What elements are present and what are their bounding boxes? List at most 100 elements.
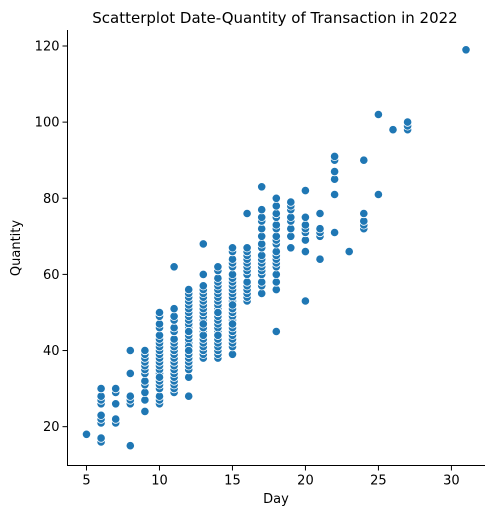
data-point (140, 345, 150, 356)
x-tick-label: 20 (297, 474, 314, 489)
data-point (125, 441, 135, 451)
data-point (154, 372, 165, 382)
x-tick-label: 15 (224, 474, 241, 489)
data-point (198, 330, 208, 340)
data-point (213, 273, 223, 283)
data-point (169, 334, 179, 344)
data-point (96, 383, 106, 394)
data-point (154, 319, 165, 329)
data-point (257, 224, 267, 234)
data-point (271, 220, 281, 230)
data-point (242, 208, 252, 219)
data-point (271, 269, 281, 279)
data-point (184, 372, 194, 382)
data-point (198, 269, 208, 279)
data-point (373, 189, 383, 200)
data-point (373, 109, 383, 120)
data-point (286, 212, 296, 222)
chart-title: Scatterplot Date-Quantity of Transaction… (92, 9, 457, 27)
data-point (242, 243, 252, 253)
x-tick-label: 5 (82, 474, 90, 489)
data-point (111, 383, 121, 394)
data-point (271, 231, 281, 241)
x-axis-label: Day (263, 492, 289, 507)
data-point (227, 243, 238, 253)
data-point (257, 212, 267, 222)
data-point (286, 197, 296, 207)
y-tick-label: 20 (43, 420, 60, 435)
data-point (154, 330, 165, 340)
data-point (271, 208, 281, 219)
data-point (388, 125, 398, 135)
data-point (271, 277, 281, 287)
data-point (125, 368, 135, 378)
x-tick-label: 30 (443, 474, 460, 489)
data-point (271, 284, 281, 295)
data-point (300, 186, 310, 196)
data-point (257, 205, 267, 215)
data-point (227, 269, 238, 279)
data-point (169, 304, 179, 314)
data-point (329, 167, 340, 177)
data-point (461, 45, 471, 55)
data-point (154, 391, 165, 401)
data-point (329, 227, 340, 238)
data-point (125, 391, 135, 401)
data-point (184, 326, 194, 337)
data-point (227, 254, 238, 264)
data-point (184, 391, 194, 401)
data-point (286, 224, 296, 234)
data-point (257, 231, 267, 241)
x-tick-label: 10 (151, 474, 168, 489)
data-point (329, 189, 340, 200)
data-point (184, 284, 194, 295)
data-point (213, 330, 223, 340)
y-tick-label: 60 (43, 268, 60, 283)
data-point (300, 235, 310, 245)
data-point (286, 231, 296, 241)
data-point (198, 281, 208, 291)
data-point (140, 406, 150, 416)
data-point (271, 326, 281, 337)
data-point (257, 182, 267, 192)
x-tick-label: 25 (370, 474, 387, 489)
data-point (257, 277, 267, 287)
data-point (315, 208, 325, 219)
data-point (271, 247, 281, 257)
data-point (344, 247, 354, 257)
data-point (125, 345, 135, 356)
data-point (213, 262, 223, 272)
data-point (359, 155, 369, 165)
data-point (96, 433, 106, 443)
y-tick-label: 80 (43, 192, 60, 207)
data-point (96, 410, 106, 420)
data-point (169, 311, 179, 321)
y-axis-label: Quantity (9, 220, 24, 276)
points-layer (81, 45, 471, 451)
data-point (227, 349, 238, 359)
data-point (359, 208, 369, 219)
data-point (315, 224, 325, 234)
y-tick-label: 120 (35, 39, 60, 54)
data-point (198, 319, 208, 329)
data-point (315, 254, 325, 264)
data-point (213, 307, 223, 318)
data-point (169, 323, 179, 333)
axes (67, 30, 485, 466)
data-point (271, 201, 281, 211)
data-point (198, 239, 208, 249)
data-point (81, 429, 92, 439)
y-tick-label: 40 (43, 344, 60, 359)
data-point (359, 216, 369, 226)
data-point (111, 414, 121, 424)
data-point (227, 300, 238, 310)
data-point (402, 117, 413, 127)
data-point (257, 239, 267, 249)
data-point (257, 288, 267, 298)
y-ticks: 20 40 60 80 100 120 (35, 39, 68, 435)
y-tick-label: 100 (35, 116, 60, 131)
data-point (227, 319, 238, 329)
data-point (140, 395, 150, 405)
data-point (300, 220, 310, 230)
data-point (96, 391, 106, 401)
